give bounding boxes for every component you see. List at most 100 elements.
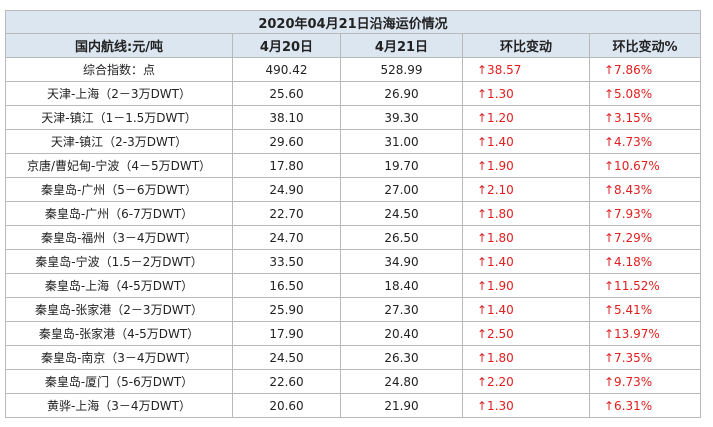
price-cell: 17.80 xyxy=(232,153,341,178)
route-cell: 天津-上海（2－3万DWT） xyxy=(5,81,233,106)
price-cell: 24.80 xyxy=(340,369,463,394)
table-row: 天津-镇江（2-3万DWT） 29.60 31.00 ↑1.40 ↑4.73% xyxy=(5,129,702,154)
price-cell: 20.40 xyxy=(340,321,463,346)
change-cell: ↑1.30 xyxy=(462,393,590,418)
route-cell: 综合指数：点 xyxy=(5,57,233,82)
price-cell: 16.50 xyxy=(232,273,341,298)
change-cell: ↑1.80 xyxy=(462,345,590,370)
freight-table: 2020年04月21日沿海运价情况 国内航线:元/吨 4月20日 4月21日 环比变动… xyxy=(4,10,702,418)
change-cell: ↑7.93% xyxy=(588,201,702,226)
price-cell: 21.90 xyxy=(340,393,463,418)
price-cell: 24.70 xyxy=(232,225,341,250)
price-cell: 26.90 xyxy=(340,81,463,106)
table-row: 秦皇岛-南京（3－4万DWT） 24.50 26.30 ↑1.80 ↑7.35% xyxy=(5,345,702,370)
table-row: 天津-镇江（1－1.5万DWT） 38.10 39.30 ↑1.20 ↑3.15% xyxy=(5,105,702,130)
route-cell: 天津-镇江（2-3万DWT） xyxy=(5,129,233,154)
route-cell: 秦皇岛-上海（4-5万DWT） xyxy=(5,273,233,298)
price-cell: 19.70 xyxy=(340,153,463,178)
change-cell: ↑13.97% xyxy=(588,321,702,346)
route-cell: 天津-镇江（1－1.5万DWT） xyxy=(5,105,233,130)
price-cell: 26.50 xyxy=(340,225,463,250)
table-row: 秦皇岛-张家港（4-5万DWT） 17.90 20.40 ↑2.50 ↑13.97% xyxy=(5,321,702,346)
header-cell: 国内航线:元/吨 xyxy=(5,33,233,58)
table-row: 天津-上海（2－3万DWT） 25.60 26.90 ↑1.30 ↑5.08% xyxy=(5,81,702,106)
change-cell: ↑7.86% xyxy=(588,57,702,82)
header-cell: 4月20日 xyxy=(232,33,341,58)
table-body: 综合指数：点 490.42 528.99 ↑38.57 ↑7.86% 天津-上海（2－3万… xyxy=(5,57,702,418)
change-cell: ↑1.90 xyxy=(462,153,590,178)
header-cell: 环比变动% xyxy=(588,33,702,58)
change-cell: ↑2.20 xyxy=(462,369,590,394)
price-cell: 34.90 xyxy=(340,249,463,274)
change-cell: ↑5.08% xyxy=(588,81,702,106)
header-row: 国内航线:元/吨 4月20日 4月21日 环比变动 环比变动% xyxy=(5,33,702,58)
change-cell: ↑9.73% xyxy=(588,369,702,394)
change-cell: ↑6.31% xyxy=(588,393,702,418)
route-cell: 秦皇岛-宁波（1.5－2万DWT） xyxy=(5,249,233,274)
price-cell: 27.00 xyxy=(340,177,463,202)
table-row: 秦皇岛-福州（3－4万DWT） 24.70 26.50 ↑1.80 ↑7.29% xyxy=(5,225,702,250)
price-cell: 26.30 xyxy=(340,345,463,370)
change-cell: ↑2.50 xyxy=(462,321,590,346)
change-cell: ↑1.30 xyxy=(462,81,590,106)
price-cell: 25.60 xyxy=(232,81,341,106)
route-cell: 秦皇岛-张家港（4-5万DWT） xyxy=(5,321,233,346)
table-row: 秦皇岛-宁波（1.5－2万DWT） 33.50 34.90 ↑1.40 ↑4.18% xyxy=(5,249,702,274)
table-row: 秦皇岛-广州（6-7万DWT） 22.70 24.50 ↑1.80 ↑7.93% xyxy=(5,201,702,226)
price-cell: 24.90 xyxy=(232,177,341,202)
price-cell: 22.70 xyxy=(232,201,341,226)
table-row: 秦皇岛-上海（4-5万DWT） 16.50 18.40 ↑1.90 ↑11.52% xyxy=(5,273,702,298)
change-cell: ↑1.80 xyxy=(462,225,590,250)
table-row: 综合指数：点 490.42 528.99 ↑38.57 ↑7.86% xyxy=(5,57,702,82)
change-cell: ↑10.67% xyxy=(588,153,702,178)
change-cell: ↑3.15% xyxy=(588,105,702,130)
change-cell: ↑1.40 xyxy=(462,297,590,322)
price-cell: 17.90 xyxy=(232,321,341,346)
price-cell: 20.60 xyxy=(232,393,341,418)
route-cell: 黄骅-上海（3－4万DWT） xyxy=(5,393,233,418)
route-cell: 秦皇岛-广州（5－6万DWT） xyxy=(5,177,233,202)
price-cell: 25.90 xyxy=(232,297,341,322)
table-row: 秦皇岛-广州（5－6万DWT） 24.90 27.00 ↑2.10 ↑8.43% xyxy=(5,177,702,202)
change-cell: ↑4.18% xyxy=(588,249,702,274)
change-cell: ↑1.90 xyxy=(462,273,590,298)
price-cell: 27.30 xyxy=(340,297,463,322)
route-cell: 秦皇岛-广州（6-7万DWT） xyxy=(5,201,233,226)
price-cell: 24.50 xyxy=(232,345,341,370)
price-cell: 490.42 xyxy=(232,57,341,82)
price-cell: 24.50 xyxy=(340,201,463,226)
table-row: 秦皇岛-张家港（2－3万DWT） 25.90 27.30 ↑1.40 ↑5.41% xyxy=(5,297,702,322)
change-cell: ↑11.52% xyxy=(588,273,702,298)
route-cell: 秦皇岛-南京（3－4万DWT） xyxy=(5,345,233,370)
price-cell: 38.10 xyxy=(232,105,341,130)
route-cell: 秦皇岛-厦门（5-6万DWT） xyxy=(5,369,233,394)
table-row: 京唐/曹妃甸-宁波（4－5万DWT） 17.80 19.70 ↑1.90 ↑10.67% xyxy=(5,153,702,178)
table-row: 秦皇岛-厦门（5-6万DWT） 22.60 24.80 ↑2.20 ↑9.73% xyxy=(5,369,702,394)
change-cell: ↑1.20 xyxy=(462,105,590,130)
change-cell: ↑2.10 xyxy=(462,177,590,202)
price-cell: 18.40 xyxy=(340,273,463,298)
change-cell: ↑1.40 xyxy=(462,129,590,154)
change-cell: ↑5.41% xyxy=(588,297,702,322)
price-cell: 22.60 xyxy=(232,369,341,394)
change-cell: ↑1.80 xyxy=(462,201,590,226)
change-cell: ↑8.43% xyxy=(588,177,702,202)
header-cell: 环比变动 xyxy=(462,33,590,58)
price-cell: 528.99 xyxy=(340,57,463,82)
price-cell: 31.00 xyxy=(340,129,463,154)
route-cell: 京唐/曹妃甸-宁波（4－5万DWT） xyxy=(5,153,233,178)
table-title: 2020年04月21日沿海运价情况 xyxy=(4,10,702,34)
price-cell: 29.60 xyxy=(232,129,341,154)
change-cell: ↑4.73% xyxy=(588,129,702,154)
table-row: 黄骅-上海（3－4万DWT） 20.60 21.90 ↑1.30 ↑6.31% xyxy=(5,393,702,418)
change-cell: ↑1.40 xyxy=(462,249,590,274)
change-cell: ↑38.57 xyxy=(462,57,590,82)
change-cell: ↑7.35% xyxy=(588,345,702,370)
price-cell: 33.50 xyxy=(232,249,341,274)
change-cell: ↑7.29% xyxy=(588,225,702,250)
route-cell: 秦皇岛-福州（3－4万DWT） xyxy=(5,225,233,250)
header-cell: 4月21日 xyxy=(340,33,463,58)
route-cell: 秦皇岛-张家港（2－3万DWT） xyxy=(5,297,233,322)
price-cell: 39.30 xyxy=(340,105,463,130)
